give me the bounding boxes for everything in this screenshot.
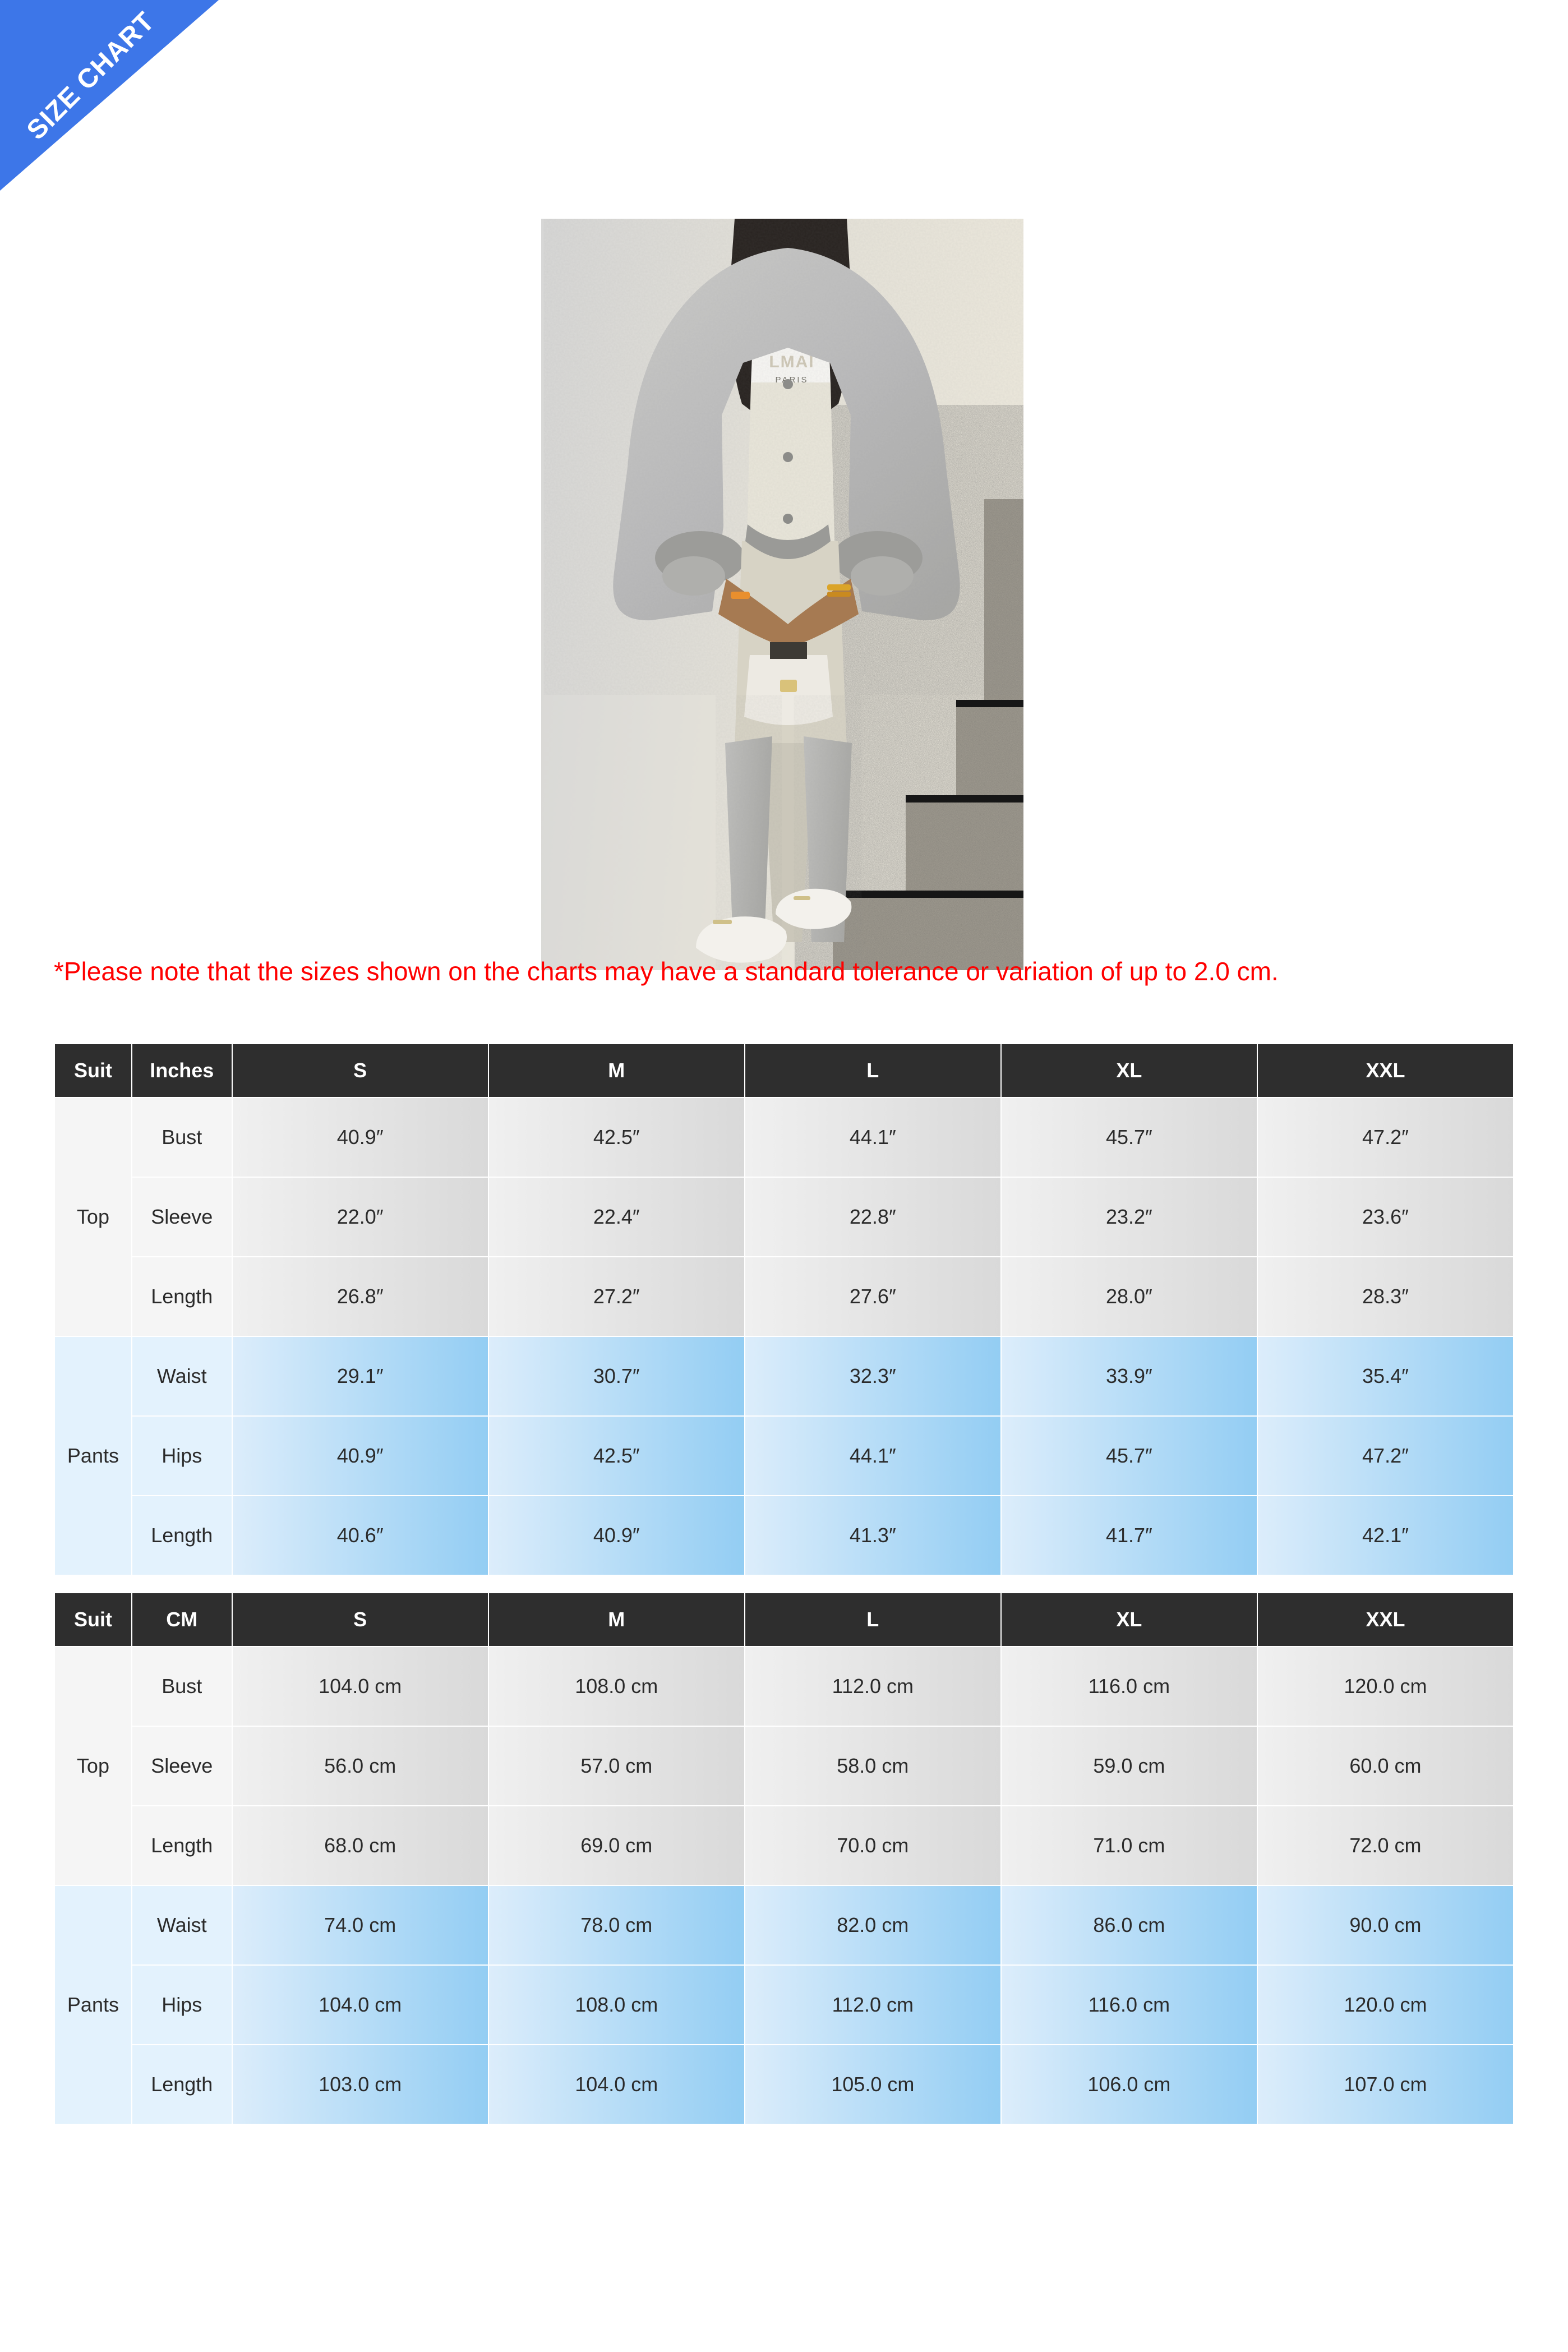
svg-text:LMAI: LMAI: [769, 353, 814, 371]
